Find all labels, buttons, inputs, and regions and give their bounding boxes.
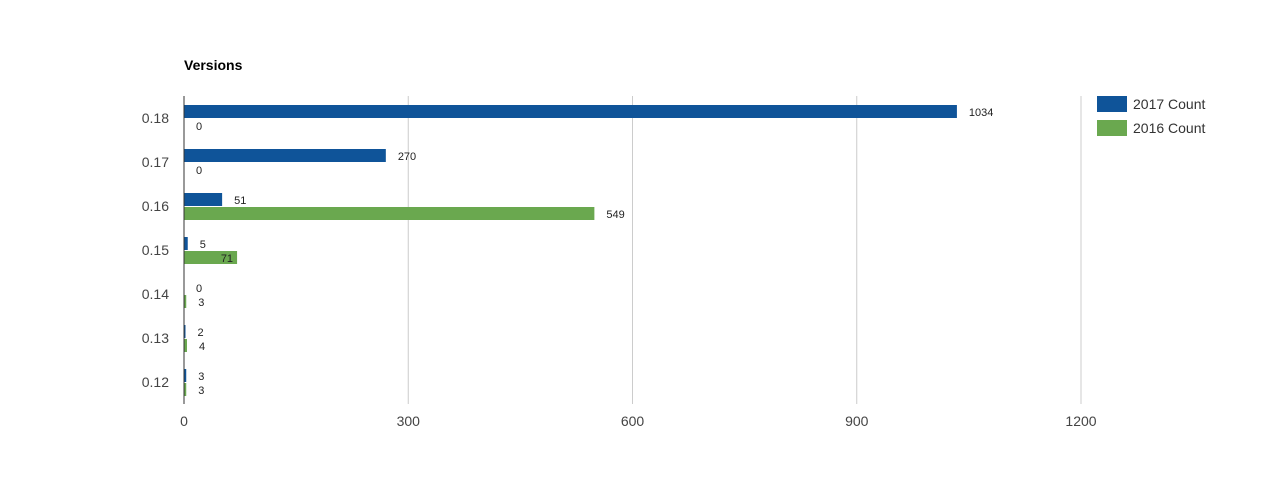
bar-2016-count	[184, 383, 187, 396]
data-label: 5	[200, 239, 206, 251]
data-label: 2	[197, 327, 203, 339]
category-labels: 0.18 0.17 0.16 0.15 0.14 0.13 0.12	[142, 110, 169, 390]
data-labels: 1034 0 270 0 51 549 5 71 0 3 2 4 3 3	[196, 107, 993, 397]
category-label: 0.15	[142, 242, 169, 258]
category-label: 0.16	[142, 198, 169, 214]
legend-swatch	[1097, 96, 1127, 112]
x-tick-label: 900	[845, 413, 869, 429]
bar-2016-count	[184, 339, 187, 352]
category-label: 0.18	[142, 110, 169, 126]
bar-2016-count	[184, 207, 595, 220]
legend-swatch	[1097, 120, 1127, 136]
bar-2017-count	[184, 105, 957, 118]
bars	[184, 105, 957, 396]
chart-title: Versions	[184, 57, 243, 73]
data-label: 549	[606, 209, 624, 221]
category-label: 0.17	[142, 154, 169, 170]
legend-label: 2017 Count	[1133, 96, 1206, 112]
x-tick-label: 600	[621, 413, 645, 429]
bar-2017-count	[184, 237, 188, 250]
data-label: 51	[234, 195, 246, 207]
data-label: 0	[196, 283, 202, 295]
bar-2017-count	[184, 149, 386, 162]
bar-2016-count	[184, 295, 187, 308]
bar-2016-count	[184, 251, 238, 264]
data-label: 4	[199, 341, 205, 353]
data-label: 0	[196, 121, 202, 133]
bar-2017-count	[184, 193, 223, 206]
category-label: 0.13	[142, 330, 169, 346]
legend: 2017 Count 2016 Count	[1097, 96, 1206, 136]
data-label: 3	[198, 371, 204, 383]
bar-2017-count	[184, 369, 187, 382]
data-label: 1034	[969, 107, 993, 119]
data-label: 3	[198, 385, 204, 397]
legend-label: 2016 Count	[1133, 120, 1206, 136]
x-tick-label: 0	[180, 413, 188, 429]
x-tick-label: 300	[397, 413, 421, 429]
x-tick-labels: 0 300 600 900 1200	[180, 413, 1097, 429]
data-label: 71	[221, 253, 233, 265]
data-label: 3	[198, 297, 204, 309]
bar-2017-count	[184, 325, 186, 338]
x-tick-label: 1200	[1065, 413, 1096, 429]
gridlines	[407, 96, 1082, 404]
data-label: 270	[398, 151, 416, 163]
category-label: 0.14	[142, 286, 169, 302]
category-label: 0.12	[142, 374, 169, 390]
data-label: 0	[196, 165, 202, 177]
